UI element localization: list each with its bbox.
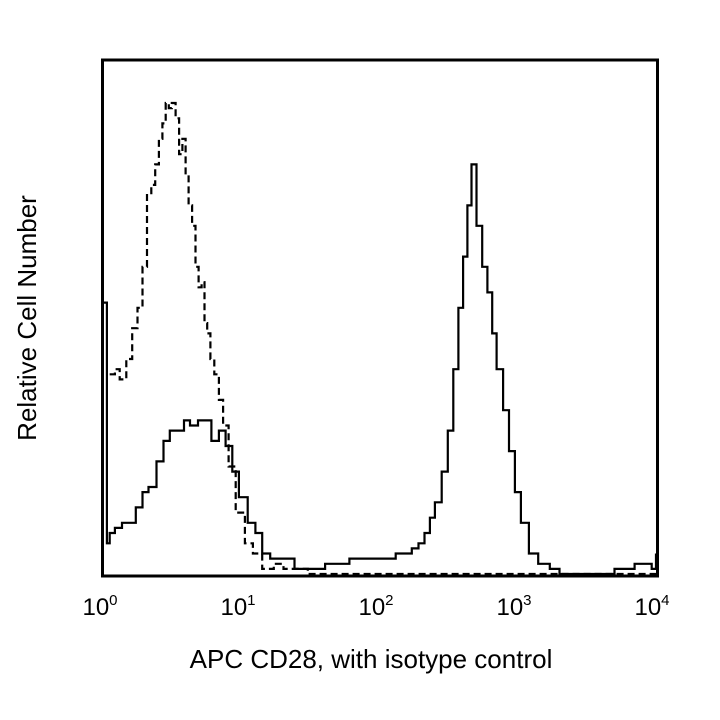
x-tick-labels: 100 101 102 103 104 [82,592,669,621]
x-tick-label-2: 102 [358,592,393,621]
x-tick-label-3: 103 [496,592,531,621]
x-tick-label-4: 104 [634,592,669,621]
cd28-histogram [104,163,658,576]
y-axis-title: Relative Cell Number [12,195,42,441]
isotype-control-histogram [109,101,656,576]
x-tick-label-0: 100 [82,592,117,621]
x-tick-label-1: 101 [220,592,255,621]
plot-frame [101,58,659,578]
x-axis-title: APC CD28, with isotype control [190,644,553,674]
series-layer [104,101,658,576]
